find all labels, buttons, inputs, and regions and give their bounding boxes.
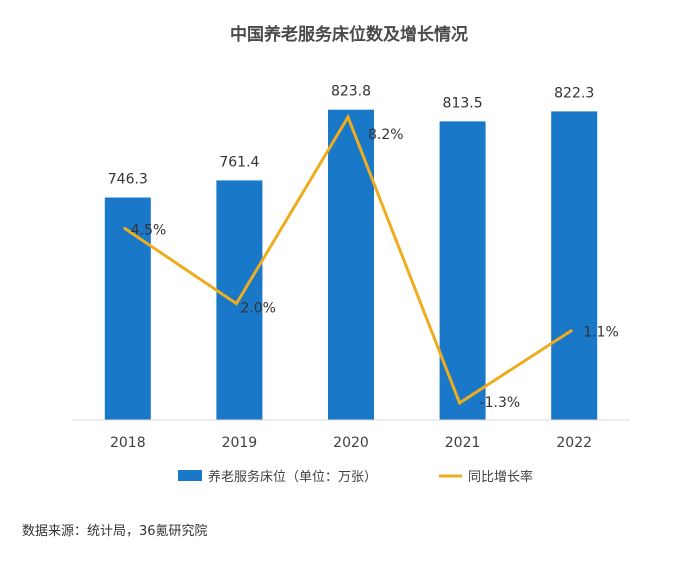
- growth-value-label-2019: 2.0%: [240, 301, 276, 317]
- bar-2022: [551, 111, 598, 420]
- bar-value-label-2021: 813.5: [443, 95, 483, 111]
- growth-point-2021: [458, 401, 462, 405]
- data-labels-layer: 746.3 761.4 823.8 813.5 822.3 4.5% 2.0% 8.2% -1.…: [108, 84, 619, 411]
- growth-point-2020: [346, 115, 350, 119]
- x-tick-2021: 2021: [445, 435, 481, 451]
- source-note: 数据来源：统计局，36氪研究院: [22, 523, 208, 539]
- chart-title: 中国养老服务床位数及增长情况: [230, 24, 468, 45]
- x-ticks-layer: 2018 2019 2020 2021 2022: [110, 435, 592, 451]
- legend: 养老服务床位（单位：万张） 同比增长率: [178, 469, 533, 485]
- bar-2020: [328, 109, 374, 421]
- x-tick-2022: 2022: [556, 435, 592, 451]
- growth-value-label-2021: -1.3%: [480, 395, 521, 411]
- legend-bar-swatch: [178, 470, 202, 481]
- growth-line-layer: [123, 113, 573, 406]
- legend-bar-label: 养老服务床位（单位：万张）: [208, 469, 377, 485]
- x-tick-2019: 2019: [222, 435, 258, 451]
- growth-value-label-2020: 8.2%: [368, 127, 404, 143]
- growth-value-label-2022: 1.1%: [583, 325, 619, 341]
- bar-value-label-2019: 761.4: [219, 154, 259, 170]
- bar-value-label-2018: 746.3: [108, 172, 148, 188]
- growth-value-label-2018: 4.5%: [131, 222, 167, 238]
- bar-value-label-2020: 823.8: [331, 84, 371, 100]
- growth-point-2018: [123, 226, 127, 230]
- growth-point-2022: [569, 329, 573, 333]
- legend-line-label: 同比增长率: [468, 469, 533, 485]
- bar-2021: [439, 121, 486, 420]
- bar-2018: [104, 197, 151, 420]
- x-tick-2018: 2018: [110, 435, 146, 451]
- bar-value-label-2022: 822.3: [554, 85, 594, 101]
- x-tick-2020: 2020: [333, 435, 369, 451]
- growth-point-2019: [234, 302, 238, 306]
